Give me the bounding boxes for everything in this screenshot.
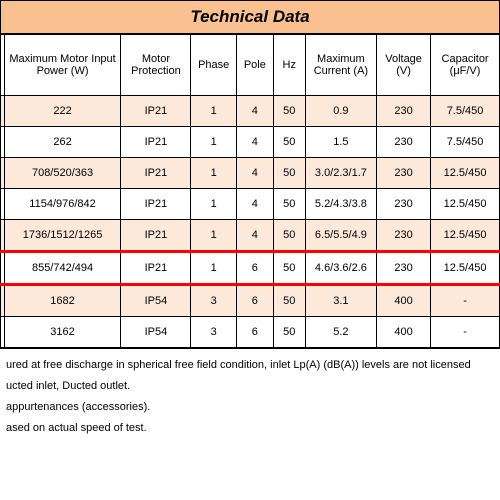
table-row: 1736/1512/1265IP2114506.5/5.5/4.923012.5… <box>1 220 500 252</box>
table-cell: 4 <box>236 96 273 127</box>
table-cell: 50 <box>273 96 305 127</box>
technical-data-table: Maximum Motor Input Power (W) Motor Prot… <box>0 34 500 348</box>
col-header: Hz <box>273 35 305 96</box>
table-cell: 1736/1512/1265 <box>4 220 121 252</box>
table-cell: 12.5/450 <box>431 252 500 285</box>
table-cell: 855/742/494 <box>4 252 121 285</box>
col-header: Motor Protection <box>121 35 191 96</box>
table-row: 1682IP5436503.1400- <box>1 285 500 317</box>
table-cell: 6 <box>236 317 273 348</box>
table-cell: 6 <box>236 252 273 285</box>
table-cell: 5.2/4.3/3.8 <box>305 189 376 220</box>
col-header: Maximum Motor Input Power (W) <box>4 35 121 96</box>
table-cell: 3 <box>191 285 236 317</box>
col-header: Pole <box>236 35 273 96</box>
table-cell: 4 <box>236 220 273 252</box>
table-cell: IP21 <box>121 96 191 127</box>
table-cell: 1.5 <box>305 127 376 158</box>
table-cell: 12.5/450 <box>431 220 500 252</box>
table-cell: 3.0/2.3/1.7 <box>305 158 376 189</box>
table-cell: 708/520/363 <box>4 158 121 189</box>
table-cell: 6.5/5.5/4.9 <box>305 220 376 252</box>
table-cell: 5.2 <box>305 317 376 348</box>
table-cell: 3.1 <box>305 285 376 317</box>
table-cell: 0.9 <box>305 96 376 127</box>
page-title: Technical Data <box>190 7 309 26</box>
table-header-row: Maximum Motor Input Power (W) Motor Prot… <box>1 35 500 96</box>
table-cell: 4.6/3.6/2.6 <box>305 252 376 285</box>
table-cell: 50 <box>273 158 305 189</box>
table-cell: 50 <box>273 220 305 252</box>
table-cell: 3162 <box>4 317 121 348</box>
table-cell: IP54 <box>121 317 191 348</box>
col-header: Voltage (V) <box>377 35 431 96</box>
table-cell: 1 <box>191 158 236 189</box>
table-cell: IP21 <box>121 189 191 220</box>
table-cell: 12.5/450 <box>431 158 500 189</box>
table-cell: 1 <box>191 96 236 127</box>
table-cell: 230 <box>377 252 431 285</box>
note-line: appurtenances (accessories). <box>6 397 500 418</box>
table-cell: 222 <box>4 96 121 127</box>
table-cell: IP54 <box>121 285 191 317</box>
table-cell: 50 <box>273 127 305 158</box>
table-cell: 50 <box>273 252 305 285</box>
table-cell: 1 <box>191 220 236 252</box>
table-cell: 4 <box>236 158 273 189</box>
col-header: Capacitor (μF/V) <box>431 35 500 96</box>
note-line: ucted inlet, Ducted outlet. <box>6 376 500 397</box>
table-cell: 50 <box>273 189 305 220</box>
table-cell: 7.5/450 <box>431 127 500 158</box>
table-row: 1154/976/842IP2114505.2/4.3/3.823012.5/4… <box>1 189 500 220</box>
col-header: Phase <box>191 35 236 96</box>
table-cell: 50 <box>273 317 305 348</box>
table-cell: 230 <box>377 189 431 220</box>
table-row: 222IP2114500.92307.5/450 <box>1 96 500 127</box>
table-cell: 230 <box>377 220 431 252</box>
title-bar: Technical Data <box>0 0 500 34</box>
table-cell: 12.5/450 <box>431 189 500 220</box>
notes-section: ured at free discharge in spherical free… <box>0 348 500 439</box>
table-cell: IP21 <box>121 158 191 189</box>
table-cell: IP21 <box>121 220 191 252</box>
table-cell: 6 <box>236 285 273 317</box>
table-cell: 50 <box>273 285 305 317</box>
table-cell: IP21 <box>121 252 191 285</box>
table-cell: 3 <box>191 317 236 348</box>
table-cell: 230 <box>377 96 431 127</box>
table-cell: 400 <box>377 285 431 317</box>
table-cell: 1682 <box>4 285 121 317</box>
table-cell: 4 <box>236 127 273 158</box>
table-cell: - <box>431 317 500 348</box>
table-cell: 1 <box>191 189 236 220</box>
table-row: 3162IP5436505.2400- <box>1 317 500 348</box>
table-cell: 262 <box>4 127 121 158</box>
table-cell: - <box>431 285 500 317</box>
table-cell: 400 <box>377 317 431 348</box>
table-cell: 1154/976/842 <box>4 189 121 220</box>
table-row: 708/520/363IP2114503.0/2.3/1.723012.5/45… <box>1 158 500 189</box>
table-cell: 1 <box>191 127 236 158</box>
table-cell: 1 <box>191 252 236 285</box>
table-cell: 4 <box>236 189 273 220</box>
table-cell: IP21 <box>121 127 191 158</box>
table-cell: 230 <box>377 127 431 158</box>
table-row: 855/742/494IP2116504.6/3.6/2.623012.5/45… <box>1 252 500 285</box>
col-header: Maximum Current (A) <box>305 35 376 96</box>
table-row: 262IP2114501.52307.5/450 <box>1 127 500 158</box>
note-line: ured at free discharge in spherical free… <box>6 355 500 376</box>
table-cell: 230 <box>377 158 431 189</box>
note-line: ased on actual speed of test. <box>6 418 500 439</box>
table-cell: 7.5/450 <box>431 96 500 127</box>
